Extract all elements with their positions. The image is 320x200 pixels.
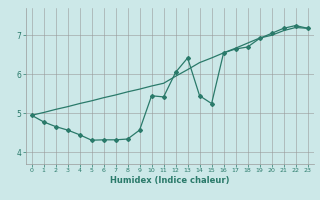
X-axis label: Humidex (Indice chaleur): Humidex (Indice chaleur) [110,176,229,185]
